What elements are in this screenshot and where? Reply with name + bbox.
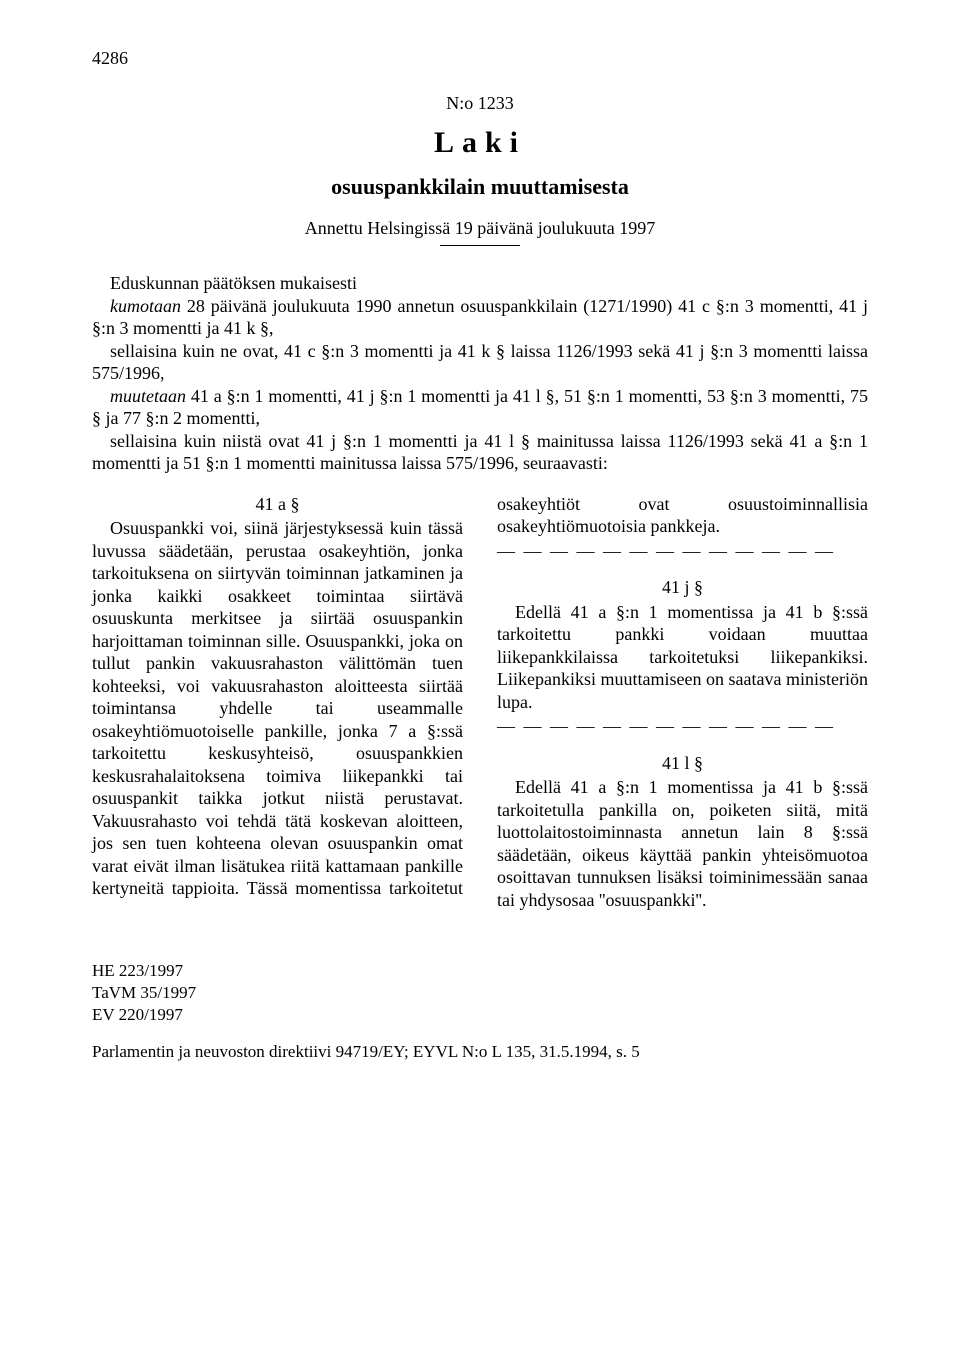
preamble-line-2: kumotaan 28 päivänä joulukuuta 1990 anne… [92,295,868,340]
section-41j-text: Edellä 41 a §:n 1 momentissa ja 41 b §:s… [497,601,868,714]
preamble-line-5: sellaisina kuin niistä ovat 41 j §:n 1 m… [92,430,868,475]
dashes-2: — — — — — — — — — — — — — [497,715,868,738]
muutetaan-em: muutetaan [110,386,186,406]
footer-note: Parlamentin ja neuvoston direktiivi 9471… [92,1041,868,1063]
preamble: Eduskunnan päätöksen mukaisesti kumotaan… [92,272,868,475]
footer-ref-1: HE 223/1997 [92,960,868,982]
dashes-1: — — — — — — — — — — — — — [497,540,868,563]
document-title: osuuspankkilain muuttamisesta [92,174,868,200]
preamble-line-3: sellaisina kuin ne ovat, 41 c §:n 3 mome… [92,340,868,385]
kumotaan-em: kumotaan [110,296,181,316]
footer-ref-3: EV 220/1997 [92,1004,868,1026]
section-41l-head: 41 l § [497,752,868,775]
given-at-line: Annettu Helsingissä 19 päivänä joulukuut… [92,218,868,239]
preamble-line-1: Eduskunnan päätöksen mukaisesti [92,272,868,295]
document-type: Laki [92,126,868,160]
footer-references: HE 223/1997 TaVM 35/1997 EV 220/1997 [92,960,868,1026]
title-underline [440,245,520,246]
preamble-line-2-rest: 28 päivänä joulukuuta 1990 annetun osuus… [92,296,868,339]
section-41l-text: Edellä 41 a §:n 1 momentissa ja 41 b §:s… [497,776,868,911]
preamble-line-4-rest: 41 a §:n 1 momentti, 41 j §:n 1 momentti… [92,386,868,429]
footer-ref-2: TaVM 35/1997 [92,982,868,1004]
section-41j-head: 41 j § [497,576,868,599]
preamble-line-4: muutetaan 41 a §:n 1 momentti, 41 j §:n … [92,385,868,430]
footer: HE 223/1997 TaVM 35/1997 EV 220/1997 Par… [92,960,868,1062]
page-container: 4286 N:o 1233 Laki osuuspankkilain muutt… [0,0,960,1103]
page-number: 4286 [92,48,868,69]
section-41a-head: 41 a § [92,493,463,516]
document-number: N:o 1233 [92,93,868,114]
body-columns: 41 a § Osuuspankki voi, siinä järjestyks… [92,493,868,913]
